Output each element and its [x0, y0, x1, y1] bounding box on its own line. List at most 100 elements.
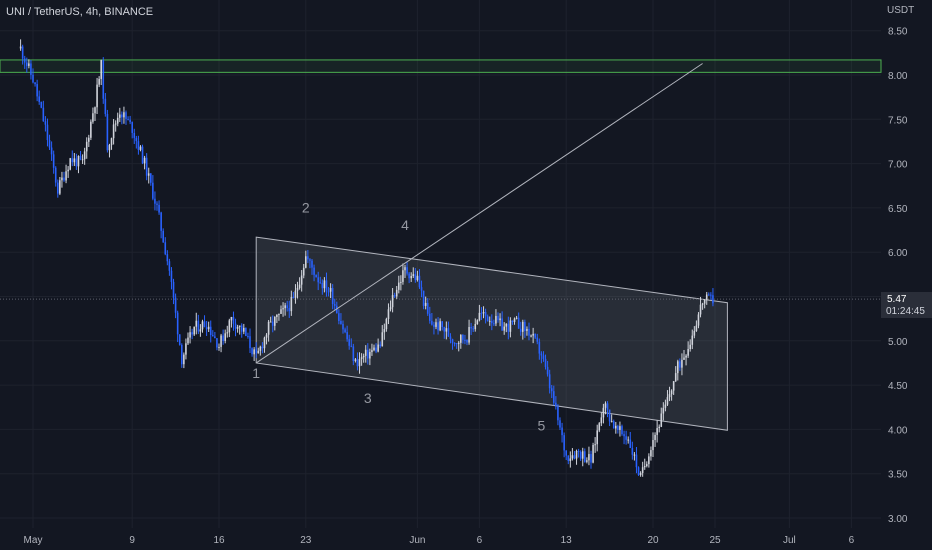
time-tick-label: 23 — [300, 535, 312, 546]
currency-label[interactable]: USDT — [887, 5, 915, 16]
candle-body — [278, 313, 280, 315]
price-tick-label: 5.00 — [888, 337, 908, 348]
candle-body — [32, 74, 34, 83]
candle-body — [232, 316, 235, 324]
candle-body — [106, 113, 109, 151]
candle-body — [612, 421, 615, 429]
candle-body — [460, 334, 462, 343]
candle-body — [385, 318, 388, 330]
candle-body — [342, 323, 344, 330]
time-tick-label: 6 — [477, 535, 483, 546]
resistance-zone — [0, 59, 882, 73]
candle-body — [674, 373, 677, 382]
candle-body — [528, 328, 530, 336]
candle-body — [666, 397, 669, 405]
candle-body — [123, 112, 125, 118]
candle-body — [480, 312, 483, 314]
candle-body — [455, 343, 458, 345]
candle-body — [540, 353, 543, 356]
candle-body — [519, 328, 522, 332]
candle-body — [362, 355, 365, 358]
candle-body — [710, 294, 712, 296]
candle-body — [292, 297, 295, 299]
candle-body — [393, 295, 396, 297]
candle-body — [571, 455, 574, 459]
candle-body — [474, 324, 477, 330]
candle-body — [75, 158, 78, 167]
candle-body — [181, 344, 183, 365]
descending-channel — [255, 236, 728, 431]
candle-body — [313, 267, 315, 275]
candle-body — [147, 173, 150, 176]
candle-body — [625, 436, 627, 440]
candle-body — [524, 321, 526, 331]
candle-body — [447, 328, 450, 337]
candle-body — [176, 312, 179, 335]
candle-body — [658, 426, 660, 429]
candle-body — [79, 156, 82, 160]
candle-body — [610, 421, 613, 423]
price-tick-label: 4.00 — [888, 425, 908, 436]
candle-body — [435, 322, 437, 327]
candle-body — [143, 157, 146, 164]
candle-body — [280, 309, 282, 314]
candle-body — [152, 182, 154, 199]
candle-body — [476, 320, 479, 325]
candle-body — [703, 299, 706, 304]
candle-body — [542, 355, 545, 359]
candle-body — [216, 338, 218, 348]
candle-body — [526, 328, 528, 331]
candle-body — [218, 346, 220, 348]
candle-body — [443, 327, 446, 332]
candle-body — [509, 320, 512, 332]
candle-body — [575, 450, 578, 459]
candle-body — [550, 388, 553, 392]
candle-body — [284, 305, 286, 309]
candle-body — [373, 347, 375, 351]
candle-body — [689, 344, 691, 350]
candle-body — [290, 297, 293, 312]
candle-body — [592, 444, 594, 463]
price-axis[interactable]: 3.003.504.004.505.005.506.006.507.007.50… — [888, 27, 908, 525]
candle-body — [296, 287, 299, 291]
candle-body — [71, 158, 74, 163]
candle-body — [538, 341, 541, 354]
candle-body — [621, 426, 623, 435]
candle-body — [150, 173, 152, 183]
candle-body — [183, 354, 185, 365]
candle-body — [267, 321, 270, 335]
wave-label: 5 — [538, 417, 546, 433]
candle-body — [54, 167, 57, 183]
candle-body — [472, 328, 474, 330]
candle-body — [617, 425, 619, 430]
candle-body — [633, 454, 636, 456]
candle-body — [635, 454, 638, 468]
candle-body — [269, 321, 272, 323]
time-axis[interactable]: May 9 16 23 Jun 6 13 20 25 Jul 6 — [24, 535, 855, 546]
candle-body — [294, 290, 297, 298]
candle-body — [61, 177, 63, 181]
candle-body — [668, 394, 671, 398]
candle-body — [321, 282, 324, 289]
candle-body — [212, 335, 214, 337]
candle-body — [685, 355, 687, 358]
candle-body — [133, 132, 136, 138]
candle-body — [114, 123, 117, 125]
candle-body — [336, 305, 338, 314]
candle-body — [127, 118, 129, 120]
candle-body — [205, 327, 208, 330]
symbol-title[interactable]: UNI / TetherUS, 4h, BINANCE — [6, 6, 154, 18]
candle-body — [418, 275, 421, 288]
candle-body — [377, 344, 379, 352]
candle-body — [371, 350, 373, 353]
candle-body — [352, 346, 355, 362]
candle-body — [230, 316, 233, 321]
candle-body — [249, 336, 251, 349]
candle-body — [615, 425, 617, 429]
candle-body — [121, 114, 123, 118]
candle-body — [65, 171, 67, 181]
candle-body — [594, 444, 596, 446]
candle-body — [577, 450, 580, 452]
candle-body — [677, 361, 679, 374]
